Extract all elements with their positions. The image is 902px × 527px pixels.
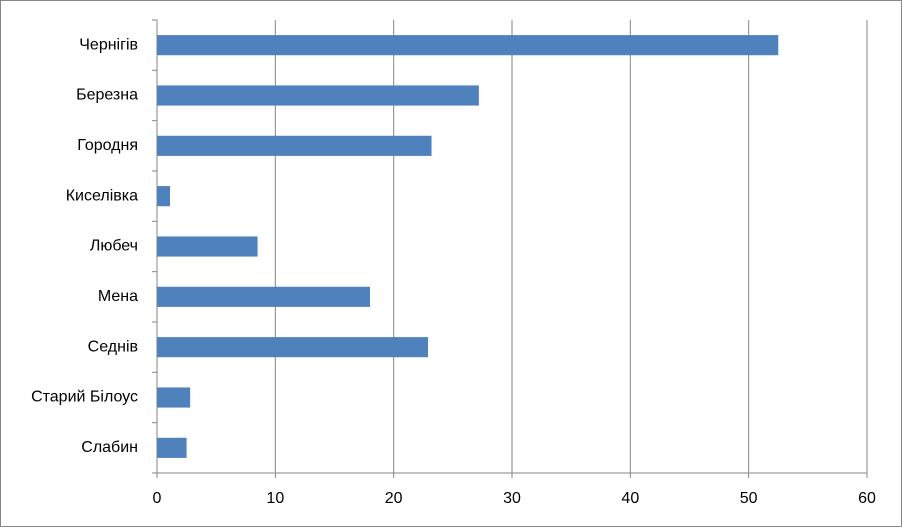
y-tick-label: Любеч [90,238,138,255]
y-tick-label: Городня [77,137,138,154]
bar [157,387,191,408]
bar [157,35,779,56]
bar [157,286,370,307]
y-tick-label: Мена [98,288,138,305]
x-tick-label: 60 [858,490,876,507]
y-tick-label: Седнів [88,338,138,355]
y-tick-label: Киселівка [66,187,138,204]
bar [157,135,432,156]
x-tick-label: 10 [266,490,284,507]
x-tick-label: 0 [153,490,162,507]
bar [157,186,171,207]
y-tick-label: Березна [76,87,138,104]
x-tick-label: 40 [621,490,639,507]
x-tick-label: 50 [740,490,758,507]
y-tick-label: Старий Білоус [31,389,138,406]
bar [157,337,428,358]
y-tick-label: Слабин [81,439,138,456]
x-tick-label: 20 [385,490,403,507]
y-tick-label: Чернігів [79,36,138,53]
bar [157,236,258,257]
bar [157,437,187,458]
bar [157,85,479,106]
x-tick-label: 30 [503,490,521,507]
